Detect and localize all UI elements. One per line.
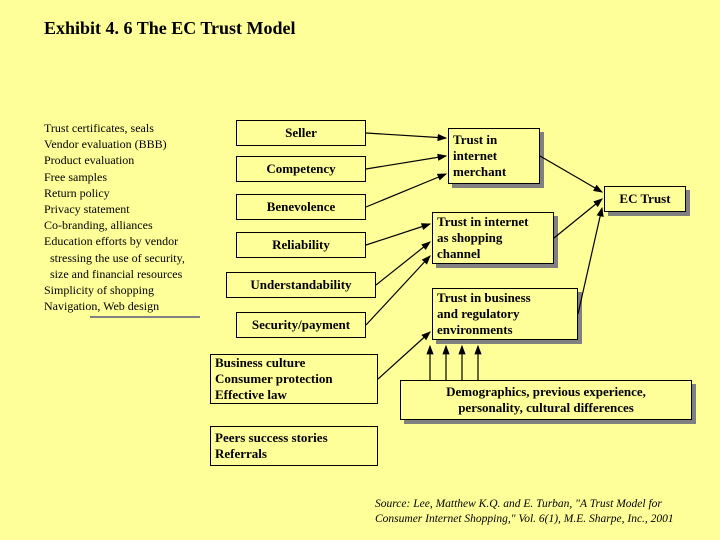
peers-box: Peers success storiesReferrals [210,426,378,466]
business-culture-box: Business cultureConsumer protectionEffec… [210,354,378,404]
left-factor-item: size and financial resources [44,266,222,282]
left-factor-item: Education efforts by vendor [44,233,222,249]
left-factor-item: Privacy statement [44,201,222,217]
ec-trust-box: EC Trust [604,186,686,212]
left-factor-item: stressing the use of security, [44,250,222,266]
source-citation: Source: Lee, Matthew K.Q. and E. Turban,… [375,497,695,526]
understandability-box: Understandability [226,272,376,298]
trust-channel-box: Trust in internetas shoppingchannel [432,212,554,264]
left-factor-item: Free samples [44,169,222,185]
left-factor-item: Co-branding, alliances [44,217,222,233]
left-factor-item: Product evaluation [44,152,222,168]
exhibit-title: Exhibit 4. 6 The EC Trust Model [44,18,296,39]
trust-business-env-box: Trust in businessand regulatoryenvironme… [432,288,578,340]
security-payment-box: Security/payment [236,312,366,338]
left-factor-item: Trust certificates, seals [44,120,222,136]
seller-box: Seller [236,120,366,146]
left-factor-item: Simplicity of shopping [44,282,222,298]
reliability-box: Reliability [236,232,366,258]
competency-box: Competency [236,156,366,182]
left-underline [90,316,200,318]
left-factor-item: Vendor evaluation (BBB) [44,136,222,152]
benevolence-box: Benevolence [236,194,366,220]
left-factors-list: Trust certificates, sealsVendor evaluati… [44,120,222,314]
left-factor-item: Navigation, Web design [44,298,222,314]
trust-merchant-box: Trust ininternetmerchant [448,128,540,184]
left-factor-item: Return policy [44,185,222,201]
demographics-box: Demographics, previous experience,person… [400,380,692,420]
